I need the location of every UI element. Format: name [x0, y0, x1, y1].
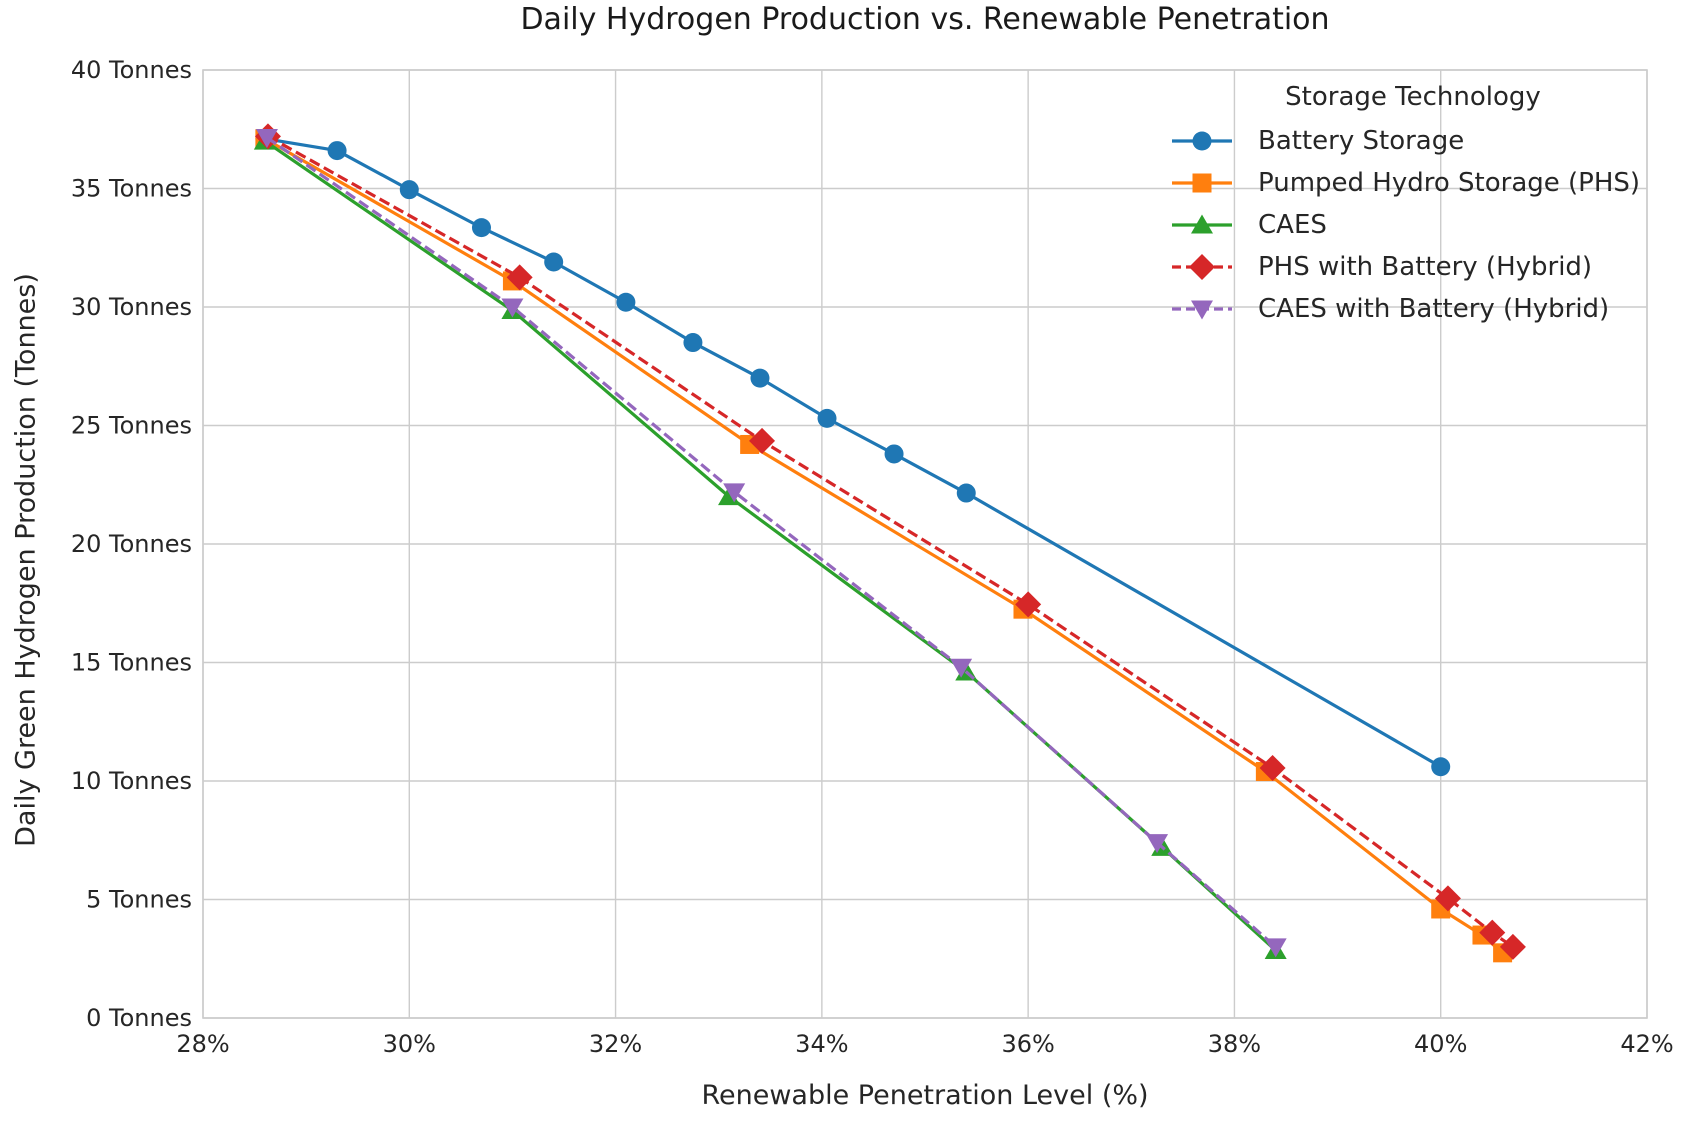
legend-swatch [1172, 173, 1232, 193]
series-marker [749, 427, 776, 454]
y-tick-label: 10 Tonnes [71, 767, 192, 795]
plot-border [202, 69, 1648, 1019]
legend-item-label: Pumped Hydro Storage (PHS) [1258, 168, 1641, 198]
series-marker [1434, 885, 1461, 912]
series-marker [817, 408, 837, 428]
legend-swatch [1172, 131, 1232, 151]
legend-swatch [1172, 254, 1232, 280]
series-marker [501, 298, 524, 318]
series-marker [506, 264, 533, 291]
legend-item: CAES [1170, 204, 1656, 246]
series-marker [956, 483, 976, 503]
y-tick-label: 25 Tonnes [71, 412, 192, 440]
series-line [266, 136, 1277, 949]
legend-item-label: PHS with Battery (Hybrid) [1258, 252, 1593, 282]
x-tick-label: 36% [1001, 1030, 1054, 1058]
chart-title: Daily Hydrogen Production vs. Renewable … [520, 2, 1330, 37]
y-tick-label: 20 Tonnes [71, 530, 192, 558]
x-tick-label: 38% [1208, 1030, 1261, 1058]
legend-swatch [1172, 300, 1232, 320]
y-tick-label: 35 Tonnes [71, 175, 192, 203]
series-marker [1499, 933, 1526, 960]
legend-marker [1189, 254, 1215, 280]
series-line [264, 137, 1442, 769]
series-marker [471, 218, 491, 238]
legend-marker [1192, 131, 1212, 151]
x-tick-label: 42% [1620, 1030, 1673, 1058]
series-marker [399, 180, 419, 200]
legend-marker [1191, 214, 1213, 234]
y-tick-label: 5 Tonnes [86, 886, 192, 914]
legend-item-label: CAES [1258, 210, 1327, 240]
series-marker [1431, 757, 1451, 777]
series-marker [616, 292, 636, 312]
legend: Storage Technology Battery Storage Pumped… [1170, 82, 1656, 330]
legend-marker [1191, 300, 1213, 320]
x-tick-label: 40% [1414, 1030, 1467, 1058]
y-tick-label: 40 Tonnes [71, 56, 192, 84]
x-tick-label: 28% [176, 1030, 229, 1058]
legend-swatch [1172, 214, 1232, 234]
y-axis-label: Daily Green Hydrogen Production (Tonnes) [10, 273, 42, 847]
x-tick-label: 34% [795, 1030, 848, 1058]
y-tick-label: 30 Tonnes [71, 293, 192, 321]
series-marker [750, 368, 770, 388]
series-marker [1479, 919, 1506, 946]
y-tick-label: 15 Tonnes [71, 649, 192, 677]
legend-item: PHS with Battery (Hybrid) [1170, 246, 1656, 288]
legend-marker [1192, 173, 1212, 193]
series-marker [1146, 834, 1169, 854]
y-tick-label: 0 Tonnes [86, 1004, 192, 1032]
x-tick-label: 30% [383, 1030, 436, 1058]
series-marker [683, 333, 703, 353]
series-marker [950, 658, 973, 678]
legend-item: Pumped Hydro Storage (PHS) [1170, 162, 1656, 204]
legend-items: Battery Storage Pumped Hydro Storage (PHS… [1170, 120, 1656, 330]
series-marker [544, 252, 564, 272]
series-marker [884, 444, 904, 464]
legend-item-label: Battery Storage [1258, 126, 1465, 156]
legend-title: Storage Technology [1285, 82, 1541, 112]
series-marker [1264, 938, 1287, 958]
series-marker [255, 129, 278, 149]
x-tick-label: 32% [589, 1030, 642, 1058]
series-marker [1259, 754, 1286, 781]
legend-item: Battery Storage [1170, 120, 1656, 162]
series-marker [723, 483, 746, 503]
x-axis-label: Renewable Penetration Level (%) [701, 1080, 1149, 1111]
legend-item: CAES with Battery (Hybrid) [1170, 288, 1656, 330]
legend-item-label: CAES with Battery (Hybrid) [1258, 294, 1610, 324]
series-line [267, 134, 1514, 949]
series-marker [327, 141, 347, 161]
series-marker [1015, 591, 1042, 618]
